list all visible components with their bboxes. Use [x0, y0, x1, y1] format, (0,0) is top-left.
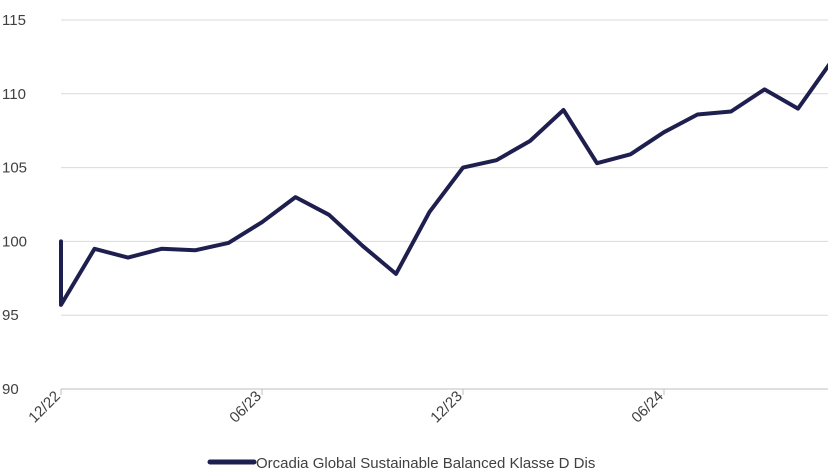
- legend-label: Orcadia Global Sustainable Balanced Klas…: [256, 455, 595, 472]
- x-tick-label: 06/24: [628, 388, 667, 427]
- y-tick-label: 115: [2, 12, 26, 29]
- y-tick-label: 95: [2, 307, 19, 324]
- x-tick-label: 12/23: [427, 388, 466, 427]
- x-axis-ticks: 12/22 06/23 12/23 06/24: [25, 388, 667, 427]
- y-tick-label: 100: [2, 233, 27, 250]
- series-layer: [59, 62, 828, 307]
- x-tick-label: 12/22: [25, 388, 64, 427]
- y-tick-label: 105: [2, 160, 27, 177]
- x-tick-label: 06/23: [226, 388, 265, 427]
- y-tick-label: 110: [2, 86, 26, 103]
- legend: Orcadia Global Sustainable Balanced Klas…: [207, 455, 595, 472]
- y-axis-ticks: 90 95 100 105 110 115: [2, 12, 27, 398]
- gridlines: [61, 19, 828, 316]
- y-tick-label: 90: [2, 381, 19, 398]
- series-line-0: [59, 62, 828, 307]
